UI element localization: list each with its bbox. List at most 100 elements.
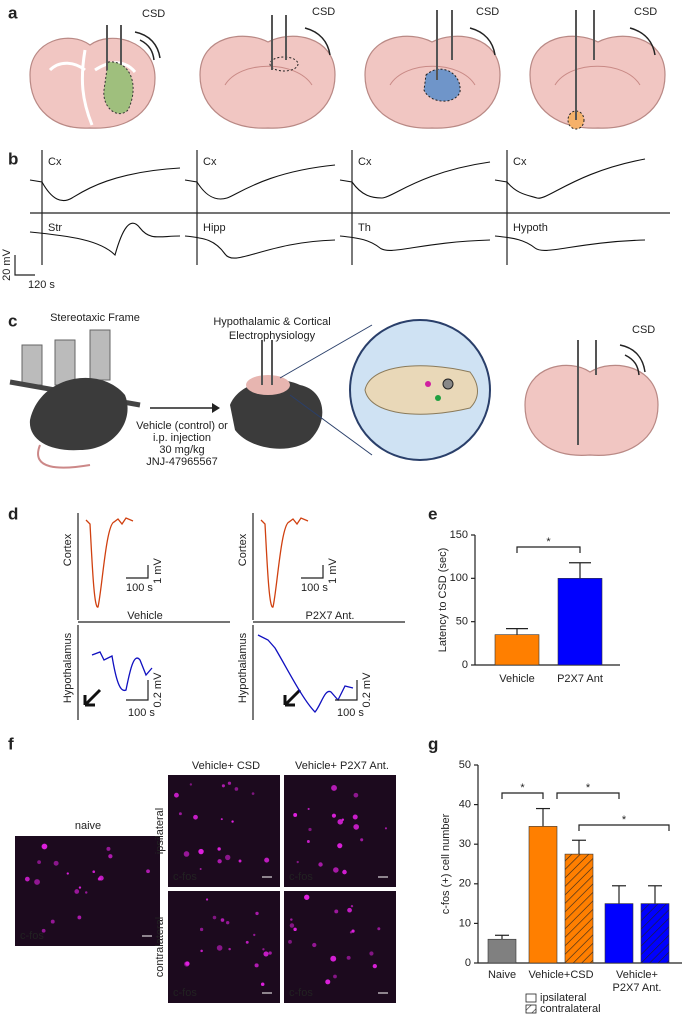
cell — [217, 859, 222, 864]
micrograph — [168, 775, 280, 887]
cell — [77, 915, 82, 920]
cell — [262, 948, 265, 951]
y-tick-label: 50 — [456, 616, 468, 628]
cell — [353, 824, 360, 830]
cell — [66, 872, 69, 875]
x-tick-box: Naive — [488, 969, 516, 981]
trace-label: Cx — [513, 156, 527, 168]
bar — [640, 903, 670, 964]
significance-bracket — [578, 824, 670, 831]
trace — [494, 158, 646, 199]
cell — [220, 918, 225, 922]
cell — [212, 915, 217, 920]
cell — [221, 784, 225, 788]
cell — [384, 827, 388, 830]
trace-label: Hypothalamus — [237, 632, 249, 703]
cell — [251, 792, 255, 795]
trace-label: Str — [48, 222, 62, 234]
cell — [199, 927, 204, 932]
cell — [228, 947, 231, 951]
trace — [29, 167, 181, 202]
panel-label: c — [8, 311, 17, 330]
caption: i.p. injection — [153, 432, 211, 444]
cell — [351, 929, 355, 933]
hypothalamus-trace — [91, 651, 153, 692]
significance-bracket — [516, 546, 581, 553]
bar — [528, 826, 558, 964]
cell — [255, 911, 259, 916]
cell — [205, 898, 209, 901]
cortex-trace — [85, 517, 134, 608]
cell — [288, 939, 292, 944]
micrograph — [15, 836, 160, 946]
row-label: contralateral — [154, 917, 166, 978]
cell — [325, 979, 331, 985]
trace-label: Hypothalamus — [62, 632, 74, 703]
x-tick-label: P2X7 Ant — [557, 673, 603, 685]
significance-label: * — [546, 536, 551, 548]
scale-label: 100 s — [128, 707, 155, 719]
cell — [352, 814, 358, 820]
x-tick-box: Vehicle+CSD — [528, 969, 593, 981]
y-tick-label: 40 — [459, 799, 471, 811]
cell — [78, 886, 82, 889]
legend-label: contralateral — [540, 1003, 601, 1015]
caption: Hypothalamic & Cortical — [213, 316, 330, 328]
micrograph — [284, 891, 396, 1003]
scale-bar — [126, 565, 149, 579]
cell — [377, 927, 381, 931]
cell — [199, 867, 202, 871]
significance-label: * — [622, 814, 627, 826]
scale-bar — [126, 680, 149, 701]
cell — [98, 875, 104, 881]
panel-c-art — [9, 319, 659, 469]
y-tick-label: 30 — [459, 838, 471, 850]
cell — [220, 818, 223, 821]
cell — [306, 840, 310, 843]
y-tick-label: 20 — [459, 878, 471, 890]
cell — [183, 851, 190, 857]
panel-label: e — [428, 504, 437, 523]
cell — [353, 792, 359, 798]
stain-label: c-fos — [289, 871, 313, 883]
cell — [193, 814, 198, 820]
significance-bracket — [501, 792, 544, 799]
stain-label: c-fos — [173, 987, 197, 999]
cell — [34, 879, 40, 885]
cell — [146, 869, 150, 874]
bar — [557, 578, 603, 666]
trace-label: Cx — [48, 156, 62, 168]
trace — [184, 235, 336, 259]
cell — [260, 982, 265, 986]
scale-label: 0.2 mV — [361, 672, 373, 708]
caption: Electrophysiology — [229, 330, 316, 342]
y-tick-label: 0 — [462, 659, 468, 671]
cell — [330, 955, 337, 962]
trace — [29, 222, 181, 257]
trace-label: Cx — [203, 156, 217, 168]
bar — [564, 853, 594, 964]
bar — [604, 903, 634, 964]
cell — [296, 860, 299, 864]
csd-label: CSD — [312, 6, 335, 18]
trace-label: Hipp — [203, 222, 226, 234]
trace-label: Cx — [358, 156, 372, 168]
trace-label: Cortex — [62, 533, 74, 566]
legend-swatch — [525, 993, 537, 1003]
column-label: Vehicle+ CSD — [192, 760, 260, 772]
cell — [263, 951, 269, 957]
trace-label: Hypoth — [513, 222, 548, 234]
scale-label: 20 mV — [1, 248, 13, 280]
cell — [293, 813, 298, 817]
cell — [253, 933, 256, 937]
cell — [41, 928, 46, 933]
cell — [217, 847, 221, 851]
cell — [92, 870, 96, 874]
cell — [231, 820, 234, 823]
cell — [225, 920, 230, 925]
scale-label: 100 s — [126, 582, 153, 594]
scale-label: 120 s — [28, 279, 55, 291]
cell — [372, 963, 377, 969]
cell — [342, 869, 347, 875]
